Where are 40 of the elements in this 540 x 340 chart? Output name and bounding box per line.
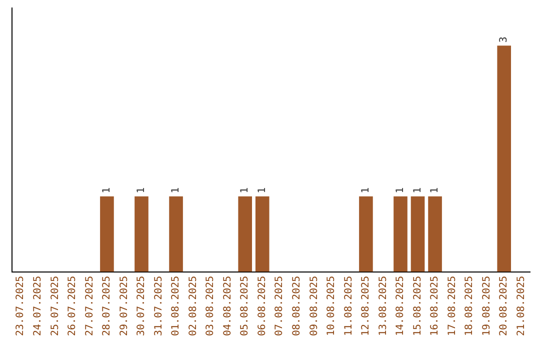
data-label: 1 xyxy=(240,187,251,194)
x-tick-label: 13.08.2025 xyxy=(378,276,389,336)
x-tick-label: 10.08.2025 xyxy=(326,276,338,336)
x-tick-label: 31.07.2025 xyxy=(153,276,164,336)
data-label: 1 xyxy=(102,187,113,194)
x-tick-label: 19.08.2025 xyxy=(481,276,492,336)
x-tick-label: 11.08.2025 xyxy=(343,276,354,336)
x-tick-label: 25.07.2025 xyxy=(50,276,61,336)
data-label: 1 xyxy=(360,187,372,194)
x-tick-label: 24.07.2025 xyxy=(32,276,44,336)
x-tick-label: 02.08.2025 xyxy=(188,276,199,336)
x-tick-label: 27.07.2025 xyxy=(84,276,96,336)
data-label: 1 xyxy=(412,187,424,194)
x-tick-label: 05.08.2025 xyxy=(240,276,251,336)
x-tick-label: 12.08.2025 xyxy=(360,276,372,336)
data-label: 1 xyxy=(256,187,268,194)
x-tick-label: 26.07.2025 xyxy=(67,276,78,336)
x-tick-label: 20.08.2025 xyxy=(498,276,510,336)
x-tick-label: 17.08.2025 xyxy=(446,276,458,336)
x-tick-label: 07.08.2025 xyxy=(274,276,286,336)
data-label: 1 xyxy=(430,187,441,194)
data-label: 1 xyxy=(395,187,406,194)
data-label: 3 xyxy=(498,36,510,43)
x-tick-label: 04.08.2025 xyxy=(222,276,234,336)
data-label: 1 xyxy=(136,187,148,194)
x-tick-label: 28.07.2025 xyxy=(102,276,113,336)
x-tick-label: 15.08.2025 xyxy=(412,276,424,336)
x-tick-label: 23.07.2025 xyxy=(15,276,26,336)
x-tick-label: 06.08.2025 xyxy=(256,276,268,336)
x-tick-label: 29.07.2025 xyxy=(118,276,130,336)
x-tick-label: 30.07.2025 xyxy=(136,276,148,336)
x-tick-label: 18.08.2025 xyxy=(464,276,476,336)
x-tick-label: 08.08.2025 xyxy=(291,276,302,336)
x-tick-label: 01.08.2025 xyxy=(170,276,182,336)
x-tick-label: 09.08.2025 xyxy=(308,276,320,336)
data-label: 1 xyxy=(170,187,182,194)
x-tick-label: 21.08.2025 xyxy=(516,276,527,336)
x-tick-label: 03.08.2025 xyxy=(205,276,216,336)
x-tick-label: 16.08.2025 xyxy=(430,276,441,336)
x-tick-label: 14.08.2025 xyxy=(395,276,406,336)
